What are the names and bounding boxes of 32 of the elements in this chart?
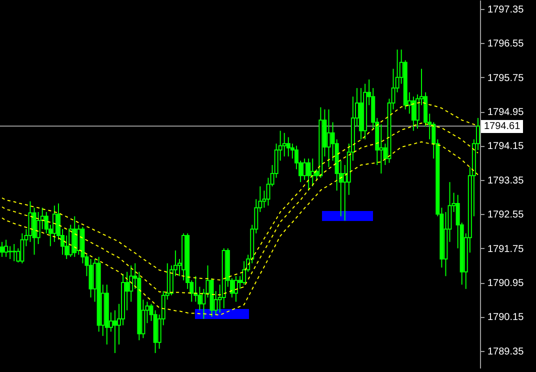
candlestick [411,96,416,132]
ref-line-label: 1794.61 [481,120,524,133]
candlestick [326,108,331,168]
candlestick [234,276,238,302]
candlestick [52,205,56,242]
candlestick [286,136,290,157]
candlestick [282,132,286,157]
candlestick [379,124,384,174]
y-tick-label: 1794.95 [488,107,524,118]
y-tick-label: 1797.35 [488,4,524,16]
candlestick [76,224,81,256]
candlestick [112,310,117,354]
y-tick-label: 1795.75 [488,72,524,84]
candlestick [306,158,311,192]
candlestick [20,232,24,264]
candlestick [0,241,4,258]
candlestick [4,239,8,258]
y-tick-label: 1790.15 [488,312,524,324]
y-tick-label: 1791.75 [488,244,524,255]
y-tick-label: 1789.35 [488,346,524,358]
y-tick-label: 1792.55 [488,210,524,221]
candlestick [266,177,270,206]
y-tick-label: 1793.35 [488,175,524,186]
candlestick [302,158,307,180]
candlestick [28,200,32,242]
candlestick [36,211,40,245]
candlestick [310,158,315,187]
candlestick [72,216,77,258]
y-tick-label: 1794.15 [488,141,524,152]
candlestick [88,258,93,298]
y-tick-label: 1796.55 [488,38,524,50]
y-tick-label: 1790.95 [488,278,524,290]
